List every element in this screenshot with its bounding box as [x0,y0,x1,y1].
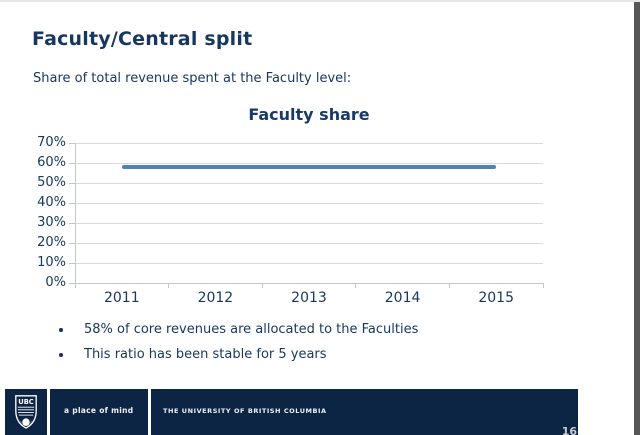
footer-university-block: THE UNIVERSITY OF BRITISH COLUMBIA [151,389,578,435]
bullet-text: 58% of core revenues are allocated to th… [84,322,419,337]
y-axis-line [75,143,76,285]
y-tick-label: 30% [37,215,66,231]
slide-title: Faculty/Central split [32,28,253,50]
y-tick-mark [69,242,75,244]
footer-logo-block: UBC [5,389,47,435]
x-tick-mark [355,283,357,289]
scrollbar[interactable] [634,2,640,435]
x-tick-label: 2015 [478,290,514,307]
x-tick-mark [74,283,76,289]
bullet-dot-icon [59,353,63,357]
y-tick-mark [69,182,75,184]
x-tick-mark [168,283,170,289]
bullet-text: This ratio has been stable for 5 years [84,347,327,362]
ubc-crest-logo: UBC [15,395,37,429]
y-tick-label: 40% [37,195,66,211]
bullet-list: 58% of core revenues are allocated to th… [57,317,418,367]
x-tick-label: 2012 [197,290,234,307]
x-tick-label: 2013 [291,290,327,307]
window-top-border [0,0,640,2]
bullet-dot-icon [59,328,63,332]
y-tick-label: 60% [37,155,66,171]
footer-university-name: THE UNIVERSITY OF BRITISH COLUMBIA [163,407,327,415]
y-tick-mark [69,282,75,284]
bullet-item: This ratio has been stable for 5 years [57,342,418,367]
gridline [75,142,543,144]
x-tick-mark [448,283,450,289]
y-tick-label: 10% [37,255,66,271]
y-tick-label: 20% [37,235,66,251]
gridline [75,202,543,204]
x-tick-label: 2014 [384,290,421,307]
series-line-faculty-share [121,165,497,170]
slide-subtitle: Share of total revenue spent at the Facu… [33,71,352,86]
y-tick-mark [69,162,75,164]
y-tick-label: 0% [45,275,66,291]
x-tick-mark [542,283,544,289]
bullet-item: 58% of core revenues are allocated to th… [57,317,418,342]
chart-title: Faculty share [248,105,370,124]
gridline [75,242,543,244]
footer-tagline-block: a place of mind [50,389,148,435]
page-number: 16 [561,425,577,435]
gridline [75,182,543,184]
y-tick-mark [69,142,75,144]
x-tick-mark [261,283,263,289]
x-tick-label: 2011 [103,290,140,307]
gridline [75,222,543,224]
gridline [75,162,543,164]
y-tick-label: 70% [37,135,66,151]
y-tick-mark [69,202,75,204]
svg-text:UBC: UBC [18,398,34,406]
y-tick-mark [69,262,75,264]
gridline [75,262,543,264]
y-tick-label: 50% [37,175,66,191]
y-tick-mark [69,222,75,224]
footer-tagline: a place of mind [64,406,134,415]
x-axis-line [75,282,543,284]
